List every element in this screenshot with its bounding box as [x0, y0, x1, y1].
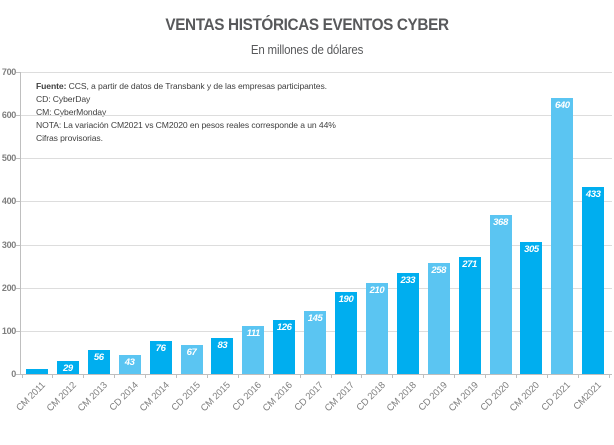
- bar-cm2021: 433: [582, 187, 605, 374]
- chart-title: VENTAS HISTÓRICAS EVENTOS CYBER: [165, 15, 449, 34]
- x-tick-mark: [114, 375, 116, 378]
- bar-value-label: 111: [246, 328, 261, 340]
- y-gridline: [20, 201, 612, 203]
- y-axis-tick-label: 100: [1, 325, 16, 336]
- bar-value-label: 210: [369, 285, 385, 297]
- y-tick-mark: [16, 287, 20, 289]
- x-tick-mark: [423, 375, 425, 378]
- bar-value-label: 640: [554, 99, 570, 111]
- y-tick-mark: [16, 201, 20, 203]
- x-tick-mark: [392, 375, 394, 378]
- x-tick-mark: [268, 375, 270, 378]
- bar-cm-2016: 126: [273, 319, 296, 374]
- bar-value-label: 190: [338, 294, 354, 306]
- bar-cd-2021: 640: [551, 97, 574, 374]
- source-notes: Fuente: CCS, a partir de datos de Transb…: [36, 80, 346, 145]
- y-gridline: [20, 115, 612, 117]
- note-line: CD: CyberDay: [36, 94, 91, 104]
- bar-value-label: 76: [155, 343, 166, 355]
- y-axis-tick-label: 400: [1, 196, 16, 207]
- bar-value-label: 305: [524, 244, 539, 256]
- bar-cm-2017: 190: [335, 292, 357, 374]
- x-axis-line: [20, 374, 612, 375]
- bar-cd-2018: 210: [365, 283, 388, 374]
- bar-value-label: 67: [186, 347, 197, 359]
- bar-cm-2013: 56: [87, 349, 110, 374]
- x-tick-mark: [206, 375, 208, 378]
- bar-value-label: 233: [400, 275, 416, 287]
- x-tick-mark: [299, 375, 301, 378]
- y-tick-mark: [16, 244, 20, 246]
- bar-cm-2011: [26, 369, 48, 374]
- bar-cd-2014: 43: [118, 355, 141, 374]
- x-tick-mark: [176, 375, 178, 378]
- bar-value-label: 83: [217, 340, 228, 352]
- chart-subtitle: En millones de dólares: [250, 43, 364, 57]
- y-gridline: [20, 287, 612, 289]
- bar-value-label: 56: [93, 351, 104, 363]
- x-tick-mark: [454, 375, 456, 378]
- y-axis-tick-label: 300: [1, 239, 16, 250]
- x-tick-mark: [546, 375, 548, 378]
- bar-cm-2020: 305: [520, 242, 543, 374]
- bar-value-label: 368: [493, 217, 508, 229]
- y-tick-mark: [16, 115, 20, 117]
- x-tick-mark: [330, 375, 332, 378]
- y-axis-tick-label: 600: [1, 110, 16, 121]
- y-gridline: [20, 72, 612, 73]
- bar-cm-2015: 83: [211, 338, 234, 374]
- bar-cd-2019: 258: [427, 262, 450, 374]
- y-gridline: [20, 244, 612, 246]
- bar-cd-2016: 111: [242, 326, 265, 374]
- y-tick-mark: [16, 158, 20, 160]
- bar-value-label: 126: [276, 321, 292, 333]
- y-axis-tick-label: 200: [1, 282, 16, 293]
- x-tick-mark: [145, 375, 147, 378]
- x-tick-mark: [237, 375, 239, 378]
- y-tick-mark: [16, 330, 20, 332]
- bar-value-label: 433: [585, 189, 601, 201]
- bar-cm-2014: 76: [149, 341, 172, 374]
- y-tick-mark: [16, 72, 20, 73]
- note-line: Fuente: CCS, a partir de datos de Transb…: [36, 81, 327, 91]
- y-axis-tick-label: 700: [1, 67, 16, 77]
- bar-cd-2017: 145: [304, 311, 327, 374]
- bar-cm-2018: 233: [396, 273, 419, 374]
- x-tick-mark: [21, 375, 23, 378]
- note-line: Cifras provisorias.: [36, 133, 103, 143]
- x-tick-mark: [515, 375, 517, 378]
- bar-value-label: 258: [431, 264, 447, 276]
- note-line-prefix: Fuente:: [36, 81, 67, 91]
- bar-value-label: 271: [462, 259, 477, 271]
- bar-value-label: 43: [124, 357, 135, 369]
- x-tick-mark: [485, 375, 487, 378]
- y-axis-line: [20, 72, 21, 374]
- bar-cm-2019: 271: [458, 257, 481, 374]
- note-line: CM: CyberMonday: [36, 107, 107, 117]
- bar-value-label: 145: [307, 313, 323, 325]
- note-line: NOTA: La variación CM2021 vs CM2020 en p…: [36, 120, 336, 130]
- y-axis-tick-label: 0: [11, 369, 16, 379]
- x-tick-mark: [608, 375, 610, 378]
- y-tick-mark: [16, 374, 20, 375]
- bar-cd-2020: 368: [489, 215, 512, 374]
- y-axis-tick-label: 500: [1, 153, 16, 164]
- y-gridline: [20, 158, 612, 160]
- x-tick-mark: [52, 375, 54, 378]
- x-tick-mark: [577, 375, 579, 378]
- bar-cm-2012: 29: [56, 361, 79, 375]
- bar-cd-2015: 67: [180, 345, 203, 374]
- bar-value-label: 29: [63, 363, 73, 375]
- x-tick-mark: [361, 375, 363, 378]
- x-tick-mark: [83, 375, 85, 378]
